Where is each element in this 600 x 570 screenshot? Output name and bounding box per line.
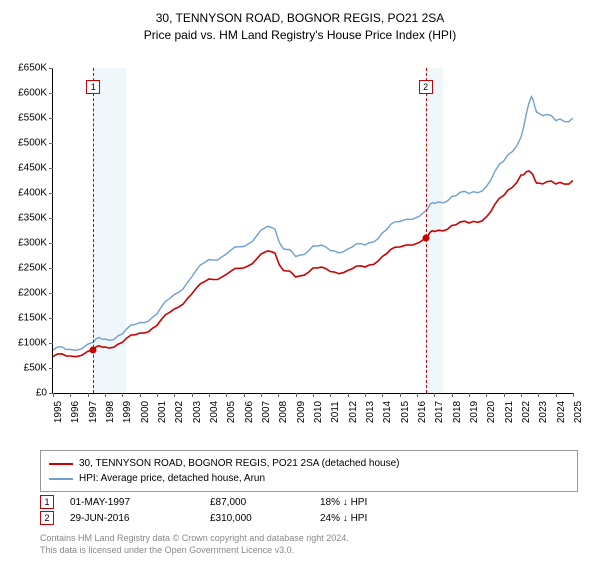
y-axis-label: £100K (3, 338, 47, 349)
x-axis-label: 1999 (122, 401, 133, 423)
price-point-dot (90, 346, 97, 353)
event-date: 01-MAY-1997 (70, 497, 210, 508)
series-line (53, 171, 573, 357)
event-date: 29-JUN-2016 (70, 513, 210, 524)
y-axis-label: £0 (3, 388, 47, 399)
event-price: £87,000 (210, 497, 320, 508)
x-axis-label: 2001 (157, 401, 168, 423)
event-marker-icon: 1 (40, 495, 54, 509)
x-axis-label: 2002 (174, 401, 185, 423)
title-line2: Price paid vs. HM Land Registry's House … (0, 27, 600, 44)
x-axis-label: 2003 (192, 401, 203, 423)
event-marker-icon: 2 (419, 80, 433, 94)
legend-swatch (49, 478, 73, 480)
chart-title: 30, TENNYSON ROAD, BOGNOR REGIS, PO21 2S… (0, 10, 600, 44)
legend-item: HPI: Average price, detached house, Arun (49, 471, 569, 486)
y-axis-label: £350K (3, 213, 47, 224)
event-price: £310,000 (210, 513, 320, 524)
x-axis-label: 2006 (244, 401, 255, 423)
y-axis-label: £200K (3, 288, 47, 299)
x-axis-label: 2000 (140, 401, 151, 423)
footer-attribution: Contains HM Land Registry data © Crown c… (40, 532, 560, 556)
title-line1: 30, TENNYSON ROAD, BOGNOR REGIS, PO21 2S… (0, 10, 600, 27)
x-axis-label: 2005 (226, 401, 237, 423)
legend-label: HPI: Average price, detached house, Arun (79, 473, 265, 484)
legend-swatch (49, 463, 73, 465)
x-axis-label: 1998 (105, 401, 116, 423)
y-axis-label: £400K (3, 188, 47, 199)
x-axis-label: 2013 (365, 401, 376, 423)
plot-area: £0£50K£100K£150K£200K£250K£300K£350K£400… (52, 68, 573, 394)
x-axis-label: 1997 (88, 401, 99, 423)
event-row: 2 29-JUN-2016 £310,000 24% ↓ HPI (40, 510, 560, 526)
line-svg (53, 68, 573, 393)
x-axis-label: 2008 (278, 401, 289, 423)
event-vline (426, 68, 427, 393)
events-table: 1 01-MAY-1997 £87,000 18% ↓ HPI 2 29-JUN… (40, 494, 560, 526)
chart-container: 30, TENNYSON ROAD, BOGNOR REGIS, PO21 2S… (0, 10, 600, 570)
footer-line2: This data is licensed under the Open Gov… (40, 544, 560, 556)
footer-line1: Contains HM Land Registry data © Crown c… (40, 532, 560, 544)
x-axis-label: 2017 (434, 401, 445, 423)
legend-label: 30, TENNYSON ROAD, BOGNOR REGIS, PO21 2S… (79, 458, 400, 469)
series-line (53, 97, 573, 351)
x-axis-label: 2009 (296, 401, 307, 423)
y-axis-label: £150K (3, 313, 47, 324)
event-vline (93, 68, 94, 393)
y-axis-label: £650K (3, 63, 47, 74)
legend-item: 30, TENNYSON ROAD, BOGNOR REGIS, PO21 2S… (49, 456, 569, 471)
y-axis-label: £550K (3, 113, 47, 124)
event-delta: 18% ↓ HPI (320, 497, 430, 508)
event-row: 1 01-MAY-1997 £87,000 18% ↓ HPI (40, 494, 560, 510)
legend: 30, TENNYSON ROAD, BOGNOR REGIS, PO21 2S… (40, 450, 578, 492)
x-axis-label: 2023 (538, 401, 549, 423)
x-axis-label: 2016 (417, 401, 428, 423)
x-axis-label: 2010 (313, 401, 324, 423)
event-marker-icon: 1 (86, 80, 100, 94)
x-axis-label: 2025 (573, 401, 584, 423)
x-axis-label: 2020 (486, 401, 497, 423)
y-axis-label: £600K (3, 88, 47, 99)
event-marker-icon: 2 (40, 511, 54, 525)
x-axis-label: 2004 (209, 401, 220, 423)
y-axis-label: £300K (3, 238, 47, 249)
x-axis-label: 2019 (469, 401, 480, 423)
x-axis-label: 2007 (261, 401, 272, 423)
event-delta: 24% ↓ HPI (320, 513, 430, 524)
price-point-dot (422, 235, 429, 242)
x-axis-label: 1996 (70, 401, 81, 423)
x-axis-label: 2021 (504, 401, 515, 423)
x-axis-label: 2024 (556, 401, 567, 423)
y-axis-label: £50K (3, 363, 47, 374)
y-axis-label: £450K (3, 163, 47, 174)
x-axis-label: 2014 (382, 401, 393, 423)
y-axis-label: £250K (3, 263, 47, 274)
x-axis-label: 2015 (400, 401, 411, 423)
x-axis-label: 1995 (53, 401, 64, 423)
y-axis-label: £500K (3, 138, 47, 149)
x-axis-label: 2012 (348, 401, 359, 423)
x-axis-label: 2011 (330, 401, 341, 423)
x-axis-label: 2018 (452, 401, 463, 423)
x-axis-label: 2022 (521, 401, 532, 423)
chart-area: £0£50K£100K£150K£200K£250K£300K£350K£400… (52, 68, 572, 423)
